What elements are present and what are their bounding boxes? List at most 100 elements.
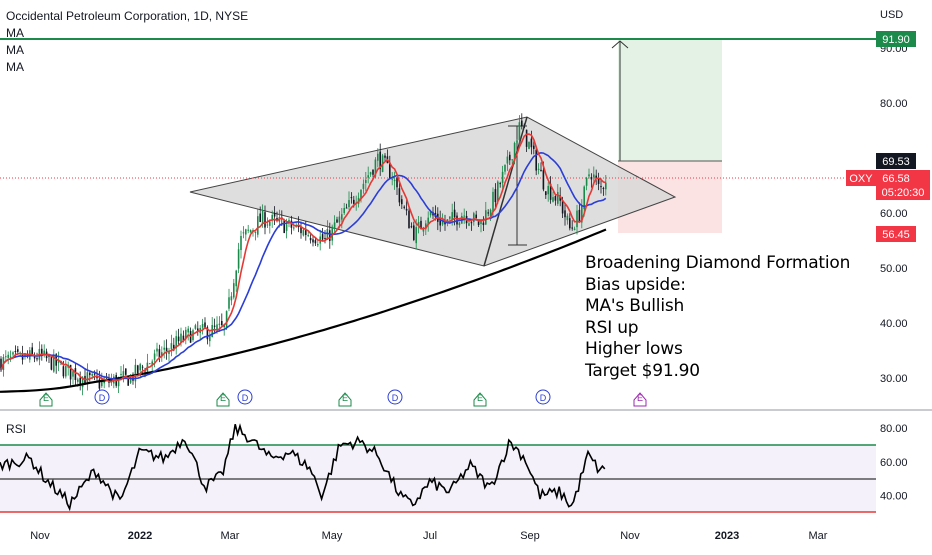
candle-body xyxy=(149,363,151,364)
candle-body xyxy=(533,146,535,149)
candle-body xyxy=(187,329,189,333)
earnings-marker[interactable]: E xyxy=(634,393,646,406)
dividend-marker[interactable]: D xyxy=(388,390,402,404)
price-tick-label: 50.00 xyxy=(880,263,908,275)
candle-body xyxy=(540,170,542,171)
candle-body xyxy=(7,355,9,358)
candle-body xyxy=(463,216,465,217)
rsi-axis[interactable]: 40.00 60.00 80.00 xyxy=(880,423,908,502)
countdown-text: 05:20:30 xyxy=(882,187,925,199)
earnings-marker[interactable]: E xyxy=(217,393,229,406)
candle-body xyxy=(365,180,367,183)
candle-body xyxy=(543,170,545,189)
candle-body xyxy=(12,352,14,354)
candle-body xyxy=(154,353,156,359)
earnings-marker[interactable]: E xyxy=(40,393,52,406)
candle-body xyxy=(233,283,235,297)
candle-body xyxy=(401,199,403,204)
event-label: D xyxy=(392,393,399,403)
candle-body xyxy=(79,378,81,384)
candle-body xyxy=(315,240,317,243)
note-line-3: MA's Bullish xyxy=(585,296,850,318)
candle-body xyxy=(137,365,139,373)
earnings-marker[interactable]: E xyxy=(339,393,351,406)
candle-body xyxy=(235,271,237,287)
candle-body xyxy=(63,366,65,376)
candle-body xyxy=(552,197,554,202)
ma-indicator-3[interactable]: MA xyxy=(6,59,248,76)
candle-body xyxy=(509,155,511,160)
candle-body xyxy=(307,235,309,236)
candle-body xyxy=(72,371,74,376)
price-tick-label: 60.00 xyxy=(880,208,908,220)
rsi-title[interactable]: RSI xyxy=(6,422,26,436)
candle-body xyxy=(351,197,353,198)
time-tick-label: Nov xyxy=(30,530,50,542)
candle-body xyxy=(564,210,566,217)
candle-body xyxy=(341,214,343,219)
time-tick-label: Mar xyxy=(221,530,240,542)
candle-body xyxy=(228,297,230,308)
candle-body xyxy=(214,326,216,327)
candle-body xyxy=(406,209,408,211)
candle-body xyxy=(411,226,413,227)
note-line-1: Broadening Diamond Formation xyxy=(585,253,850,275)
candle-body xyxy=(363,184,365,189)
candle-body xyxy=(336,219,338,222)
candle-body xyxy=(334,222,336,228)
candle-body xyxy=(343,208,345,213)
candle-body xyxy=(399,188,401,202)
candle-body xyxy=(156,349,158,352)
candle-body xyxy=(483,223,485,225)
candle-body xyxy=(276,218,278,220)
event-label: D xyxy=(242,393,249,403)
candle-body xyxy=(603,188,605,189)
candle-body xyxy=(5,356,7,357)
dividend-marker[interactable]: D xyxy=(536,390,550,404)
candle-body xyxy=(317,244,319,245)
candle-body xyxy=(495,189,497,202)
symbol-title[interactable]: Occidental Petroleum Corporation, 1D, NY… xyxy=(6,8,248,25)
earnings-marker[interactable]: E xyxy=(474,393,486,406)
candle-body xyxy=(502,172,504,183)
candle-body xyxy=(370,172,372,174)
time-tick-label: 2023 xyxy=(715,530,739,542)
rsi-tick-label: 60.00 xyxy=(880,457,908,469)
candle-body xyxy=(547,186,549,194)
dividend-marker[interactable]: D xyxy=(238,390,252,404)
symbol-label: OXY xyxy=(846,170,876,186)
ma-indicator-1[interactable]: MA xyxy=(6,25,248,42)
candle-body xyxy=(322,234,324,240)
candle-body xyxy=(468,223,470,225)
candle-body xyxy=(94,374,96,375)
analysis-note: Broadening Diamond Formation Bias upside… xyxy=(585,253,850,382)
candle-body xyxy=(459,222,461,225)
price-tick-label: 40.00 xyxy=(880,318,908,330)
dividend-marker[interactable]: D xyxy=(95,390,109,404)
last-price-text: 66.58 xyxy=(882,173,910,185)
candle-body xyxy=(36,358,38,359)
target-price-text: 91.90 xyxy=(882,34,910,46)
time-axis[interactable]: Nov 2022 Mar May Jul Sep Nov 2023 Mar xyxy=(30,530,828,542)
candle-body xyxy=(262,210,264,224)
candle-body xyxy=(576,211,578,228)
candle-body xyxy=(293,227,295,228)
candle-body xyxy=(125,369,127,375)
candle-body xyxy=(310,238,312,240)
candle-body xyxy=(139,364,141,370)
stop-price-label: 56.45 xyxy=(876,226,916,242)
candle-body xyxy=(171,343,173,349)
candle-body xyxy=(593,175,595,178)
candle-body xyxy=(372,170,374,175)
candle-body xyxy=(250,230,252,232)
time-tick-label: May xyxy=(322,530,343,542)
candle-body xyxy=(588,174,590,176)
candle-body xyxy=(487,212,489,213)
candle-body xyxy=(523,127,525,128)
event-label: E xyxy=(477,393,483,403)
ma-indicator-2[interactable]: MA xyxy=(6,42,248,59)
candle-body xyxy=(267,224,269,225)
rsi-tick-label: 80.00 xyxy=(880,423,908,435)
